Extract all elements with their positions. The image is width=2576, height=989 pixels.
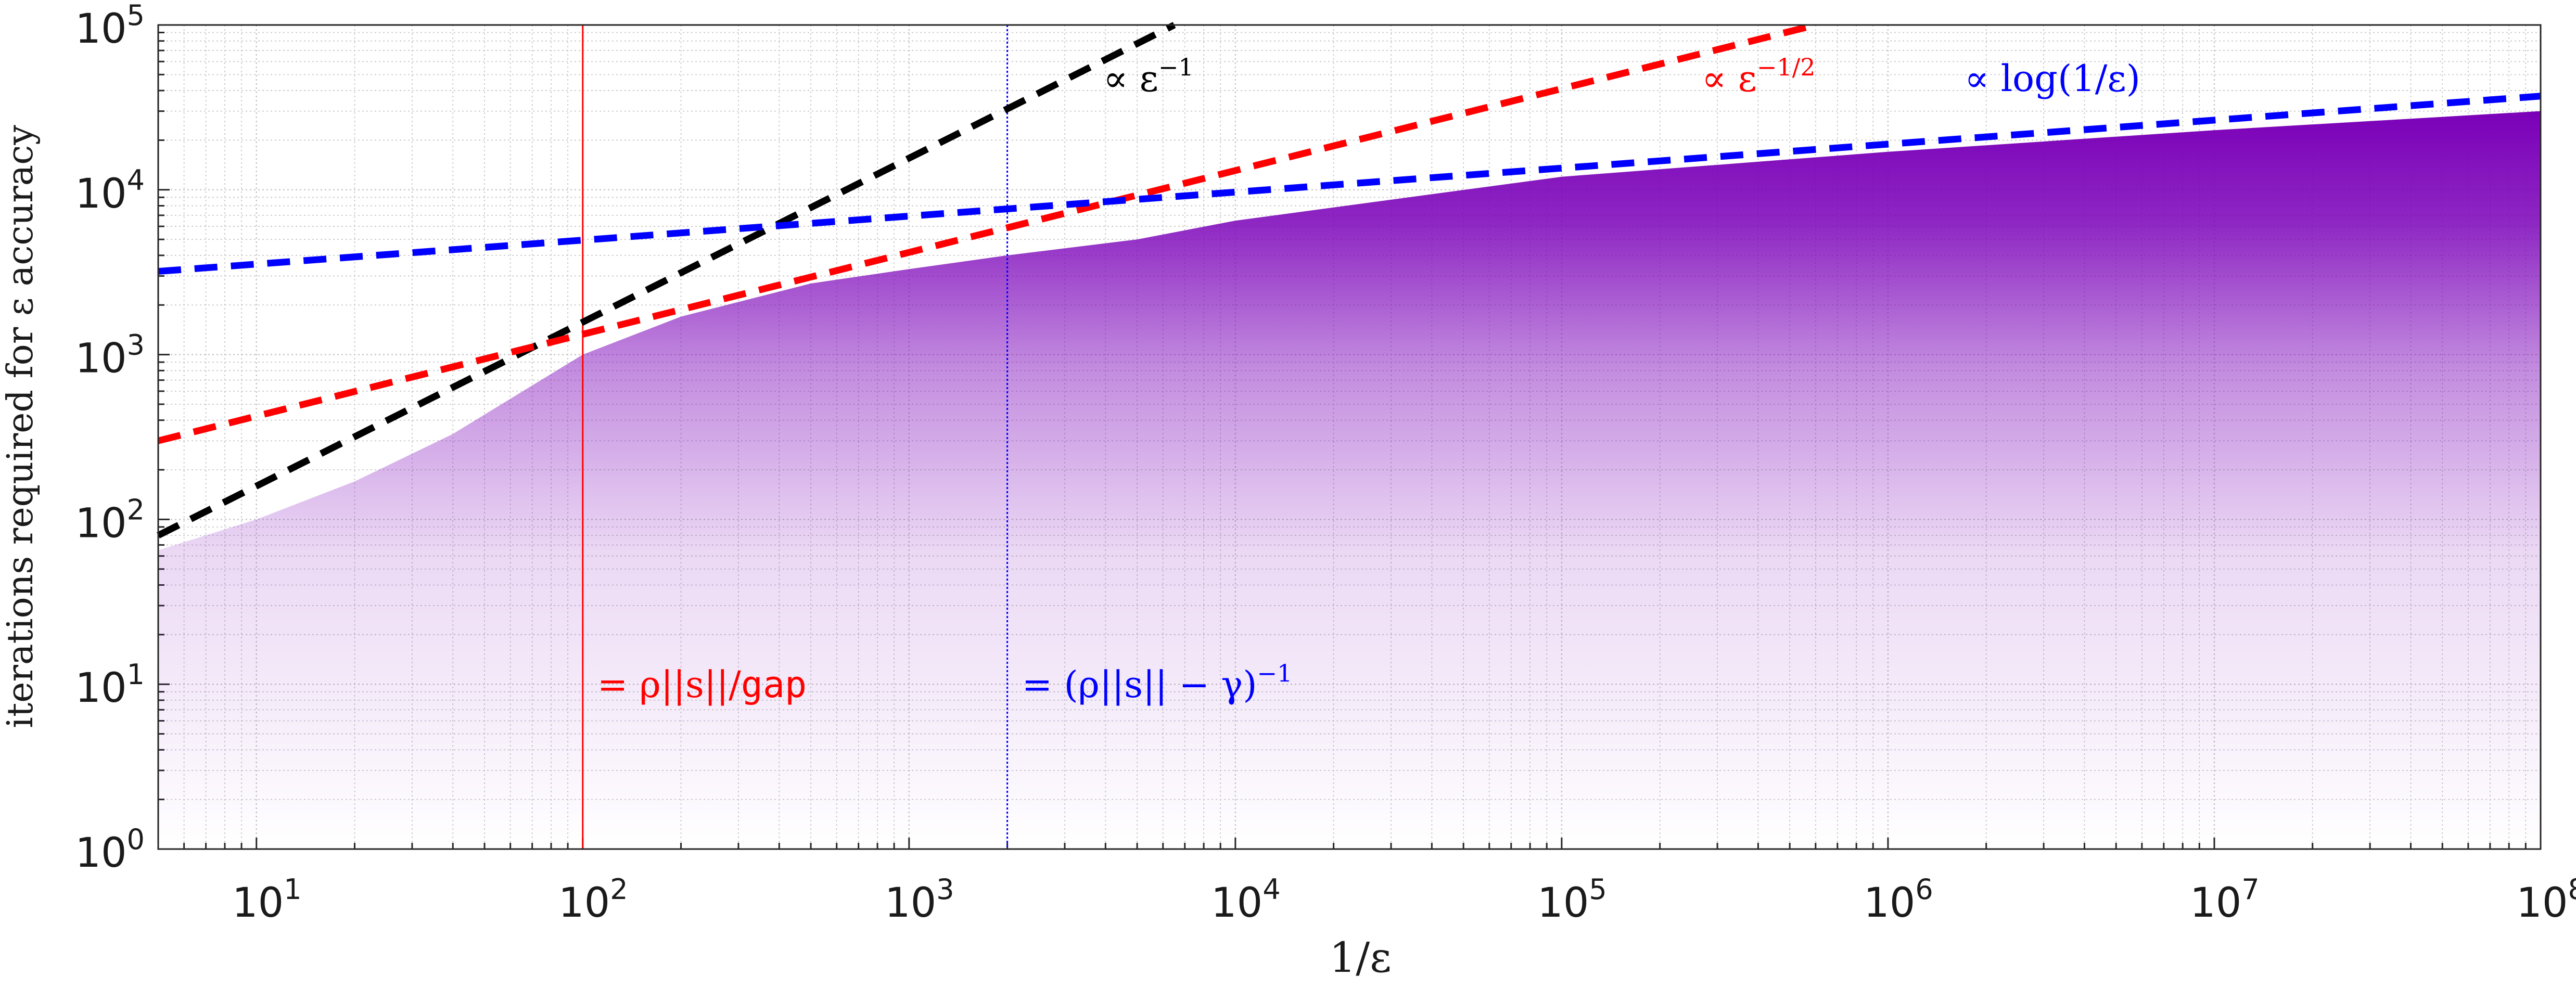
x-axis-title: 1/ε — [1329, 933, 1391, 982]
x-tick-label: 108 — [2516, 873, 2576, 927]
x-tick-label: 107 — [2190, 873, 2260, 927]
y-tick-label: 104 — [75, 164, 145, 217]
x-tick-label: 103 — [885, 873, 954, 927]
label-layer: ∝ ε−1 ∝ ε−1/2 ∝ log(1/ε) = ρ||s||/gap = (ρ||… — [597, 53, 2140, 706]
vline-annotation-1: = (ρ||s|| − γ)−1 — [1022, 659, 1293, 706]
series-annotation-2: ∝ log(1/ε) — [1965, 57, 2140, 100]
line-layer — [157, 21, 2541, 849]
x-tick-label: 102 — [558, 873, 628, 927]
x-tick-label: 101 — [232, 873, 302, 927]
x-tick-label: 106 — [1864, 873, 1933, 927]
series-annotation-0: ∝ ε−1 — [1103, 53, 1194, 100]
y-tick-label: 101 — [75, 658, 145, 712]
y-tick-label: 102 — [75, 493, 145, 547]
vline-annotation-0: = ρ||s||/gap — [597, 663, 807, 706]
plot-frame — [157, 24, 2542, 850]
x-tick-label: 105 — [1537, 873, 1607, 927]
frame-layer — [157, 24, 2542, 850]
y-tick-label: 105 — [75, 0, 145, 53]
y-tick-label: 103 — [75, 329, 145, 382]
x-tick-label: 104 — [1211, 873, 1281, 927]
band-layer — [158, 111, 2541, 850]
series-line-1 — [157, 21, 1817, 444]
series-annotation-1: ∝ ε−1/2 — [1702, 53, 1815, 100]
y-axis-title: iterations required for ε accuracy — [0, 125, 41, 728]
y-tick-label: 100 — [75, 823, 145, 877]
series-line-0 — [157, 22, 1176, 538]
tick-layer: 101 102 103 104 105 106 107 108 100 101 102 103 104 1… — [75, 0, 2576, 927]
purple-band-area — [158, 111, 2541, 850]
